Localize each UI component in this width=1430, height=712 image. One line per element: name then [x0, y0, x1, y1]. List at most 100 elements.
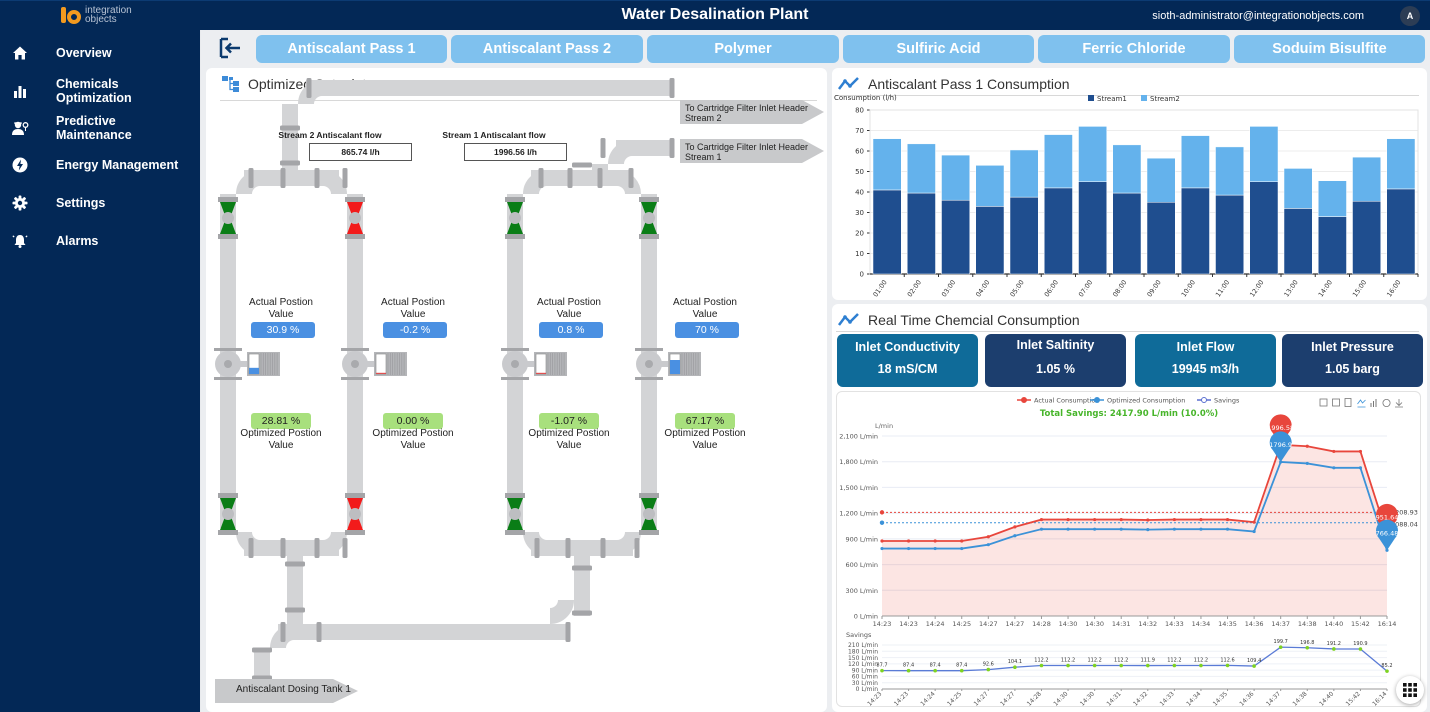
stream1-flow-value: 1996.56 l/h — [464, 143, 567, 161]
line-type-icon[interactable] — [1357, 399, 1366, 408]
logo-text-line2: objects — [85, 14, 117, 25]
pipe — [306, 80, 672, 96]
series-line-optimized-consumption — [882, 461, 1388, 551]
legend-marker — [1021, 397, 1027, 403]
savings-point — [1278, 645, 1283, 649]
bar-stream2 — [1078, 126, 1107, 182]
back-button[interactable] — [218, 37, 242, 61]
data-point — [1199, 527, 1203, 531]
sidebar-item-overview[interactable]: Overview — [0, 44, 200, 62]
dest-stream2-label: To Cartridge Filter Inlet Header Stream … — [685, 103, 808, 123]
sidebar-item-settings[interactable]: Settings — [0, 194, 200, 212]
data-view-icon[interactable] — [1344, 398, 1352, 407]
savings-point — [1039, 663, 1044, 668]
dest-stream2-line1: To Cartridge Filter Inlet Header — [685, 103, 809, 113]
pipe-flange — [316, 622, 322, 642]
markline-start — [879, 510, 885, 515]
optimized-position-label: Optimized Postion Value — [664, 428, 746, 451]
pipe-flange — [565, 538, 571, 558]
x-tick-label: 15:42 — [1351, 620, 1370, 628]
x-tick-label: 08:00 — [1111, 279, 1128, 299]
pipe-flange — [534, 538, 540, 558]
apps-menu-button[interactable] — [1396, 676, 1424, 704]
savings-data-label: 191.2 — [1327, 641, 1341, 647]
download-icon[interactable] — [1395, 399, 1403, 408]
x-tick-label: 14:37 — [1271, 620, 1290, 628]
pipe-flange — [567, 168, 573, 188]
savings-data-label: 109.4 — [1247, 658, 1261, 664]
bar-stream1 — [872, 189, 902, 275]
valve-actuator — [501, 348, 567, 380]
bar-stream2 — [1044, 134, 1073, 189]
savings-data-label: 112.2 — [1194, 657, 1208, 663]
x-tick-label: 14:38 — [1298, 620, 1317, 628]
y-tick-label: 210 L/min — [848, 642, 878, 649]
dest-stream1-label: To Cartridge Filter Inlet Header Stream … — [685, 142, 808, 162]
data-point — [1066, 517, 1070, 522]
optimized-max-pin: 1796.9 — [1269, 431, 1292, 462]
data-point — [1172, 517, 1176, 522]
x-tick-label: 14:23 — [893, 690, 910, 707]
tab-ferric-chloride[interactable]: Ferric Chloride — [1038, 35, 1230, 63]
grid-icon — [1403, 683, 1417, 697]
svg-text:1996.58: 1996.58 — [1267, 424, 1294, 432]
avatar[interactable]: A — [1400, 6, 1420, 26]
x-tick-label: 14:25 — [946, 690, 963, 707]
control-valve-bottom — [639, 493, 659, 535]
kpi-title: Inlet Saltinity — [1016, 338, 1095, 352]
tab-polymer[interactable]: Polymer — [647, 35, 839, 63]
exit-arrow-icon — [219, 37, 240, 59]
pipe-flange — [342, 538, 348, 558]
position-gauge-fill — [670, 360, 680, 374]
tab-sulfiric-acid[interactable]: Sulfiric Acid — [843, 35, 1034, 63]
x-tick-label: 02:00 — [906, 279, 923, 299]
x-tick-label: 14:34 — [1192, 620, 1211, 628]
control-valve-top — [505, 197, 525, 239]
pipe — [531, 170, 633, 186]
bell-icon — [11, 232, 29, 250]
bar-type-icon[interactable] — [1370, 399, 1377, 407]
savings-data-label: 111.9 — [1141, 658, 1155, 664]
data-point — [1252, 529, 1256, 534]
restore-icon[interactable] — [1382, 399, 1391, 407]
optimized-setpoints-panel: Optimized Setpoints Stream 2 Antiscalant… — [206, 68, 827, 712]
bar-stream1 — [1146, 202, 1176, 275]
pipe-elbow — [322, 170, 347, 195]
x-tick-label: 07:00 — [1077, 279, 1094, 299]
zoom-in-icon[interactable] — [1319, 398, 1328, 407]
realtime-panel: Real Time Chemcial Consumption Inlet Con… — [832, 304, 1427, 712]
bar-stream2 — [1009, 149, 1039, 198]
x-tick-label: 14:30 — [1079, 690, 1096, 707]
zoom-back-icon[interactable] — [1332, 398, 1340, 407]
data-point — [1332, 449, 1336, 454]
sidebar-item-energy-management[interactable]: Energy Management — [0, 156, 200, 174]
sidebar-item-chemicals-optimization[interactable]: Chemicals Optimization — [0, 77, 200, 105]
sidebar-item-predictive-maintenance[interactable]: Predictive Maintenance — [0, 114, 200, 142]
data-point — [1146, 518, 1150, 522]
y-tick-label: 60 L/min — [852, 674, 878, 681]
company-logo: integration objects — [60, 5, 132, 25]
legend-marker — [1094, 397, 1100, 403]
tab-antiscalant-pass-1[interactable]: Antiscalant Pass 1 — [256, 35, 447, 63]
bar-stream1 — [907, 192, 936, 275]
tab-antiscalant-pass-2[interactable]: Antiscalant Pass 2 — [451, 35, 643, 63]
x-tick-label: 14:27 — [973, 690, 990, 707]
pipe-elbow — [616, 531, 641, 556]
kpi-title: Inlet Conductivity — [855, 340, 960, 354]
kpi-title: Inlet Flow — [1176, 340, 1235, 354]
data-point — [1013, 534, 1017, 538]
actual-position-label: Actual Postion Value — [249, 297, 313, 320]
data-point — [933, 539, 937, 543]
savings-point — [1305, 645, 1310, 650]
bar-stream2 — [1181, 135, 1210, 189]
user-email[interactable]: sioth-administrator@integrationobjects.c… — [1152, 10, 1364, 22]
data-point — [1093, 517, 1097, 522]
tab-soduim-bisulfite[interactable]: Soduim Bisulfite — [1234, 35, 1425, 63]
sidebar-item-alarms[interactable]: Alarms — [0, 232, 200, 250]
x-tick-label: 14:35 — [1212, 690, 1229, 707]
y-tick-label: 150 L/min — [848, 655, 878, 662]
actual-max-pin: 1996.58 — [1267, 414, 1294, 445]
x-tick-label: 03:00 — [940, 279, 957, 299]
sidebar-item-label: Predictive Maintenance — [56, 114, 132, 142]
legend-label: Optimized Consumption — [1107, 397, 1185, 405]
